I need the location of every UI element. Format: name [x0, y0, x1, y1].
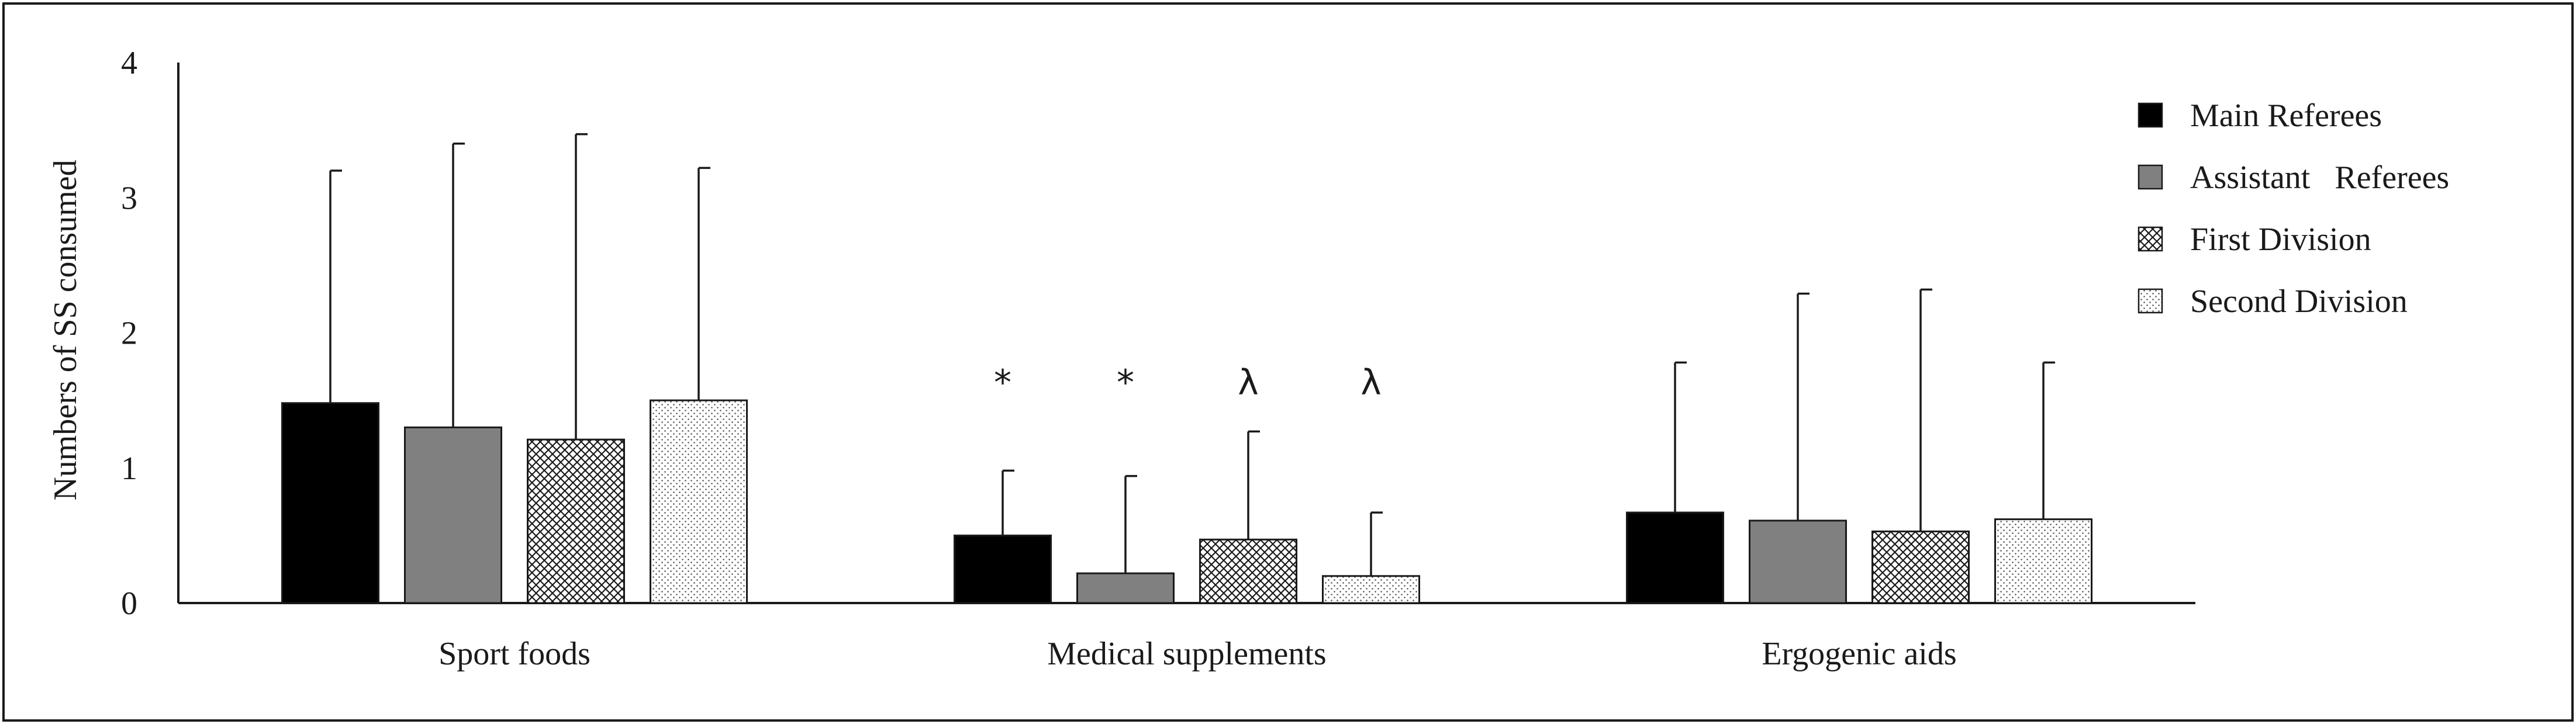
legend-swatch-second-division	[2138, 288, 2163, 314]
legend-swatch-main-referees	[2138, 102, 2163, 128]
legend-swatch-first-division	[2138, 226, 2163, 252]
y-tick-label: 3	[121, 180, 137, 216]
bar-second-division-ergogenic-aids	[1994, 518, 2092, 604]
category-labels: Sport foods Medical supplements Ergogenic …	[438, 636, 1957, 672]
y-tick-label: 0	[121, 586, 137, 622]
bar-assistant-referees-medical-supplements	[1076, 572, 1175, 604]
x-category-label: Medical supplements	[1047, 636, 1326, 672]
x-category-label: Ergogenic aids	[1762, 636, 1956, 672]
legend-label-assistant-referees: Assistant Referees	[2190, 160, 2449, 196]
bar-second-division-medical-supplements	[1322, 575, 1420, 604]
bar-first-division-medical-supplements	[1199, 538, 1297, 604]
significance-marker: λ	[1238, 362, 1259, 403]
bar-main-referees-medical-supplements	[954, 534, 1052, 604]
y-tick-label: 1	[121, 451, 137, 487]
annotations: * * λ λ	[994, 362, 1382, 403]
bar-assistant-referees-ergogenic-aids	[1749, 519, 1847, 604]
legend-label-first-division: First Division	[2190, 221, 2371, 258]
significance-marker: *	[1117, 362, 1134, 403]
legend-swatch-assistant-referees	[2138, 164, 2163, 190]
bar-main-referees-ergogenic-aids	[1626, 511, 1724, 604]
legend: Main Referees Assistant Referees First Div…	[2138, 98, 2449, 320]
axes: 0 1 2 3 4	[121, 45, 2195, 622]
bar-first-division-sport-foods	[527, 438, 625, 604]
significance-marker: λ	[1360, 362, 1382, 403]
legend-label-second-division: Second Division	[2190, 283, 2408, 320]
bars	[281, 399, 2092, 604]
bar-main-referees-sport-foods	[281, 402, 379, 604]
error-bars	[329, 133, 2055, 576]
y-tick-label: 2	[121, 316, 137, 352]
bar-assistant-referees-sport-foods	[404, 426, 502, 604]
bar-second-division-sport-foods	[650, 399, 748, 604]
x-category-label: Sport foods	[438, 636, 591, 672]
significance-marker: *	[994, 362, 1011, 403]
legend-label-main-referees: Main Referees	[2190, 98, 2382, 134]
y-axis-title: Numbers of SS consumed	[47, 160, 84, 500]
bar-first-division-ergogenic-aids	[1871, 530, 1970, 604]
y-tick-label: 4	[121, 45, 137, 81]
